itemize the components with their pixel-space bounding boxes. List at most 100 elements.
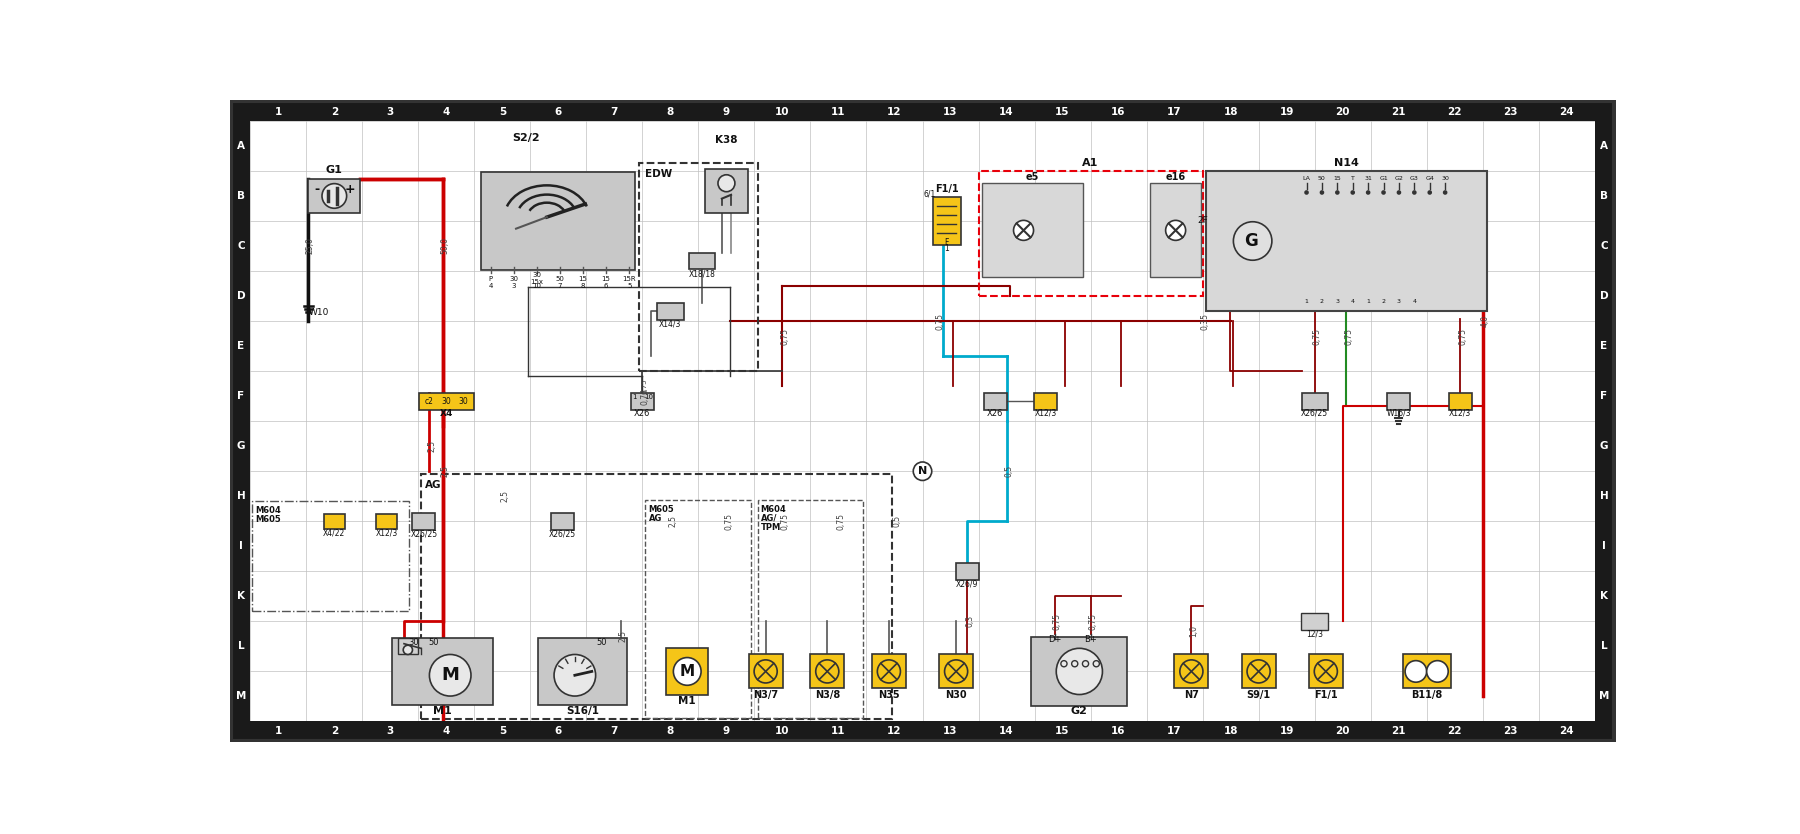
Text: G3: G3	[1409, 176, 1418, 181]
Circle shape	[1233, 222, 1273, 260]
Text: N30: N30	[945, 690, 967, 700]
Bar	[706, 168, 749, 214]
Text: 1: 1	[1366, 299, 1370, 304]
Circle shape	[1381, 190, 1386, 195]
Text: X14/3: X14/3	[659, 319, 682, 329]
Text: M604: M604	[256, 506, 281, 515]
Text: X12/3: X12/3	[376, 528, 398, 537]
Text: X26/25: X26/25	[1301, 409, 1328, 418]
Bar	[421, 474, 893, 719]
Text: F1/1: F1/1	[1314, 690, 1337, 700]
Text: 5: 5	[499, 107, 506, 117]
Bar	[1174, 655, 1208, 688]
Text: P: P	[488, 276, 493, 282]
Circle shape	[1314, 660, 1337, 683]
Bar	[1309, 655, 1343, 688]
Text: 1,0: 1,0	[1190, 626, 1199, 637]
Text: 4: 4	[1413, 299, 1417, 304]
Bar	[646, 500, 751, 717]
Text: 0,75: 0,75	[936, 313, 945, 329]
Bar	[666, 648, 709, 695]
Circle shape	[718, 175, 734, 192]
Circle shape	[1350, 190, 1355, 195]
Text: 2,5: 2,5	[427, 440, 436, 452]
Bar	[392, 637, 493, 706]
Bar	[689, 253, 715, 269]
Text: M: M	[441, 666, 459, 684]
Text: 14: 14	[999, 107, 1013, 117]
Text: F1/1: F1/1	[934, 183, 958, 193]
Bar	[749, 655, 783, 688]
Text: 13: 13	[943, 726, 958, 736]
Text: 17: 17	[1166, 107, 1183, 117]
Text: 0,75: 0,75	[1089, 613, 1098, 630]
Bar	[308, 179, 360, 213]
Text: 17: 17	[1166, 726, 1183, 736]
Text: 30: 30	[459, 397, 468, 405]
Text: M1: M1	[434, 706, 452, 716]
Text: 10: 10	[776, 107, 790, 117]
Text: 10: 10	[776, 726, 790, 736]
Text: L: L	[1600, 641, 1607, 651]
Bar	[1150, 183, 1201, 277]
Bar	[1206, 171, 1487, 311]
Circle shape	[1411, 190, 1417, 195]
Bar	[481, 172, 635, 270]
Bar	[940, 655, 974, 688]
Text: K38: K38	[715, 135, 738, 145]
Text: 8: 8	[666, 726, 673, 736]
Circle shape	[1336, 190, 1339, 195]
Text: X4: X4	[439, 409, 454, 418]
Text: 2: 2	[1319, 299, 1325, 304]
Text: 21: 21	[1391, 726, 1406, 736]
Bar	[1242, 655, 1276, 688]
Text: 19: 19	[1280, 726, 1294, 736]
Text: 0,75: 0,75	[837, 513, 846, 530]
Circle shape	[1247, 660, 1271, 683]
Circle shape	[673, 657, 700, 686]
Text: 15: 15	[1055, 726, 1069, 736]
Text: 0,75: 0,75	[641, 388, 650, 404]
Text: 1: 1	[1305, 299, 1309, 304]
Text: W16/3: W16/3	[1386, 409, 1411, 418]
Bar	[1449, 393, 1472, 409]
Text: 0,75: 0,75	[779, 328, 788, 344]
Text: G2: G2	[1395, 176, 1404, 181]
Text: 4: 4	[488, 283, 493, 289]
Text: 14: 14	[999, 726, 1013, 736]
Text: AG: AG	[425, 480, 441, 490]
Bar	[376, 514, 398, 529]
Circle shape	[877, 660, 900, 683]
Circle shape	[815, 660, 839, 683]
Text: 22: 22	[1447, 107, 1462, 117]
Bar	[419, 393, 473, 409]
Text: 0,5: 0,5	[1004, 465, 1013, 477]
Bar	[551, 513, 574, 530]
Text: 3: 3	[1397, 299, 1400, 304]
Text: 50: 50	[428, 638, 439, 646]
Text: 7: 7	[610, 726, 617, 736]
Bar	[538, 637, 626, 706]
Text: N7: N7	[1184, 690, 1199, 700]
Text: G2: G2	[1071, 706, 1087, 716]
Bar	[1388, 393, 1409, 409]
Text: B: B	[1600, 191, 1607, 201]
Text: D+: D+	[1048, 635, 1062, 644]
Bar	[1402, 655, 1451, 688]
Bar	[1301, 393, 1328, 409]
Text: X26: X26	[986, 409, 1004, 418]
Text: X26/25: X26/25	[410, 529, 437, 538]
Circle shape	[913, 462, 932, 480]
Text: 30: 30	[409, 638, 419, 646]
Text: 12: 12	[887, 726, 902, 736]
Text: 0,5: 0,5	[893, 515, 902, 527]
Text: 22: 22	[1447, 726, 1462, 736]
Bar	[412, 513, 436, 530]
Text: 4: 4	[443, 726, 450, 736]
Bar	[985, 393, 1006, 409]
Bar	[1031, 637, 1127, 706]
Text: 6: 6	[554, 726, 562, 736]
Text: 2F: 2F	[1197, 217, 1208, 225]
Text: B: B	[238, 191, 245, 201]
Text: 2,5: 2,5	[441, 465, 450, 477]
